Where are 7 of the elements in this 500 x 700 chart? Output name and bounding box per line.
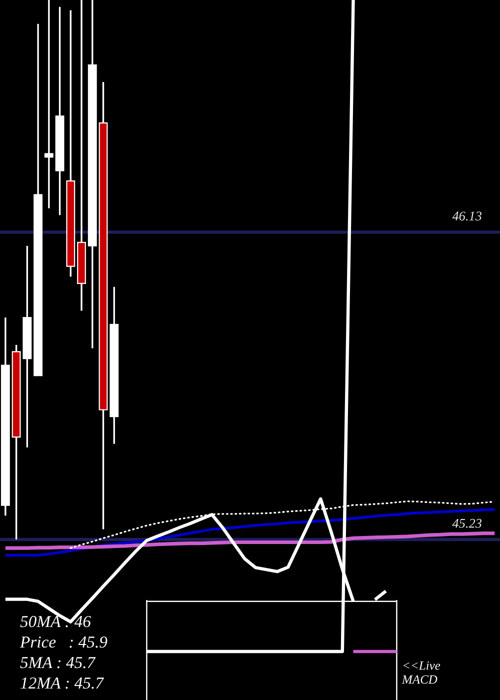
annotation: Price : 45.9 bbox=[20, 636, 108, 648]
annotation: <<Live MACD bbox=[402, 661, 440, 684]
ref-line-label: 46.13 bbox=[452, 212, 482, 221]
candlestick bbox=[44, 0, 54, 210]
annotation: 12MA : 45.7 bbox=[20, 677, 104, 689]
annotation: 5MA : 45.7 bbox=[20, 657, 96, 668]
ref-line-label: 45.23 bbox=[452, 518, 482, 528]
